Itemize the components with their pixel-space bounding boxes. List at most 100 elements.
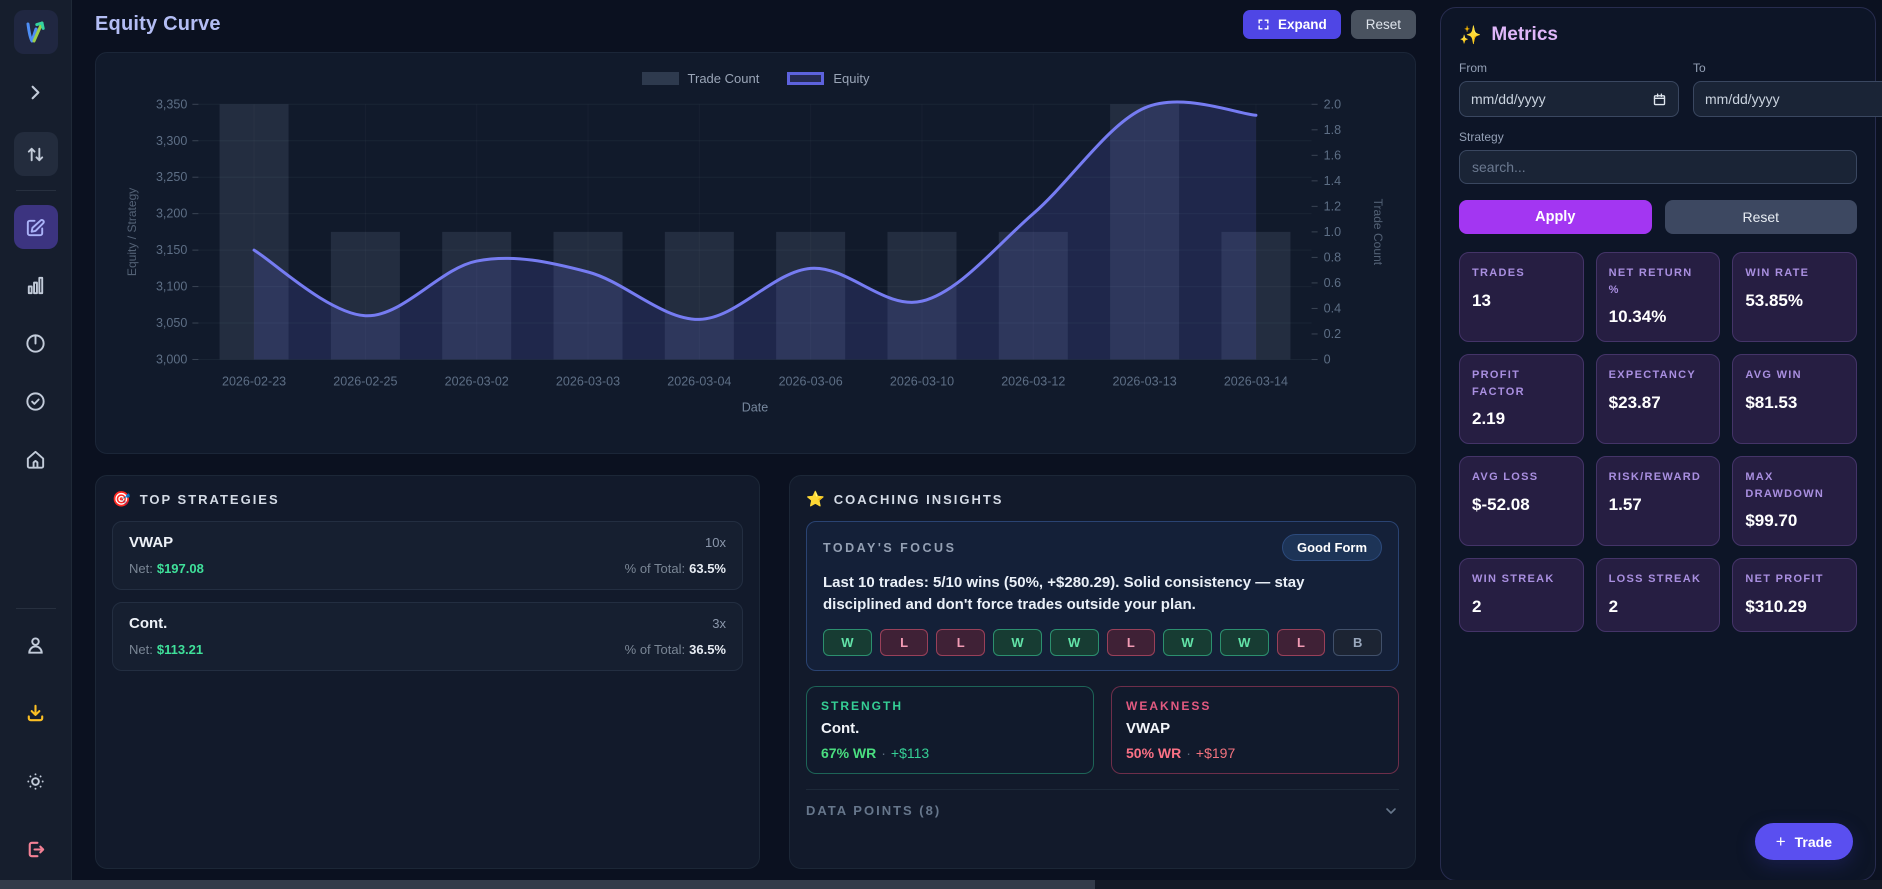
svg-text:2026-03-06: 2026-03-06 (779, 375, 843, 389)
app-logo (13, 10, 58, 54)
svg-text:1.8: 1.8 (1324, 123, 1341, 137)
expand-button-label: Expand (1277, 17, 1327, 32)
star-icon: ⭐ (806, 491, 825, 508)
horizontal-scrollbar[interactable] (0, 880, 1882, 889)
svg-text:0.4: 0.4 (1324, 301, 1341, 315)
sidebar-item-home[interactable] (14, 437, 58, 481)
sidebar-item-export[interactable] (14, 691, 58, 735)
trade-result-chip: W (823, 628, 872, 656)
sidebar-item-goals[interactable] (14, 379, 58, 423)
check-circle-icon (26, 391, 45, 411)
chevron-right-icon (31, 85, 40, 99)
add-trade-button[interactable]: + Trade (1754, 823, 1853, 860)
calendar-icon[interactable] (1652, 92, 1667, 107)
strength-label: STRENGTH (821, 698, 903, 713)
coaching-insights-title: COACHING INSIGHTS (833, 491, 1004, 507)
expand-button[interactable]: Expand (1242, 10, 1341, 39)
legend-item-equity[interactable]: Equity (787, 71, 869, 86)
trade-result-chip: W (1049, 628, 1099, 656)
svg-text:3,050: 3,050 (156, 316, 187, 330)
trade-result-chip: L (879, 628, 929, 656)
strength-box: STRENGTH Cont. 67% WR · +$113 (806, 685, 1094, 774)
strategy-item[interactable]: Cont. 3x Net: $113.21 % of Total: 36.5% (112, 602, 743, 671)
svg-text:Date: Date (742, 401, 769, 415)
strategy-item[interactable]: VWAP 10x Net: $197.08 % of Total: 63.5% (112, 521, 743, 590)
sidebar-item-allocation[interactable] (14, 321, 58, 365)
strength-strategy-name: Cont. (821, 719, 860, 737)
data-points-toggle[interactable]: DATA POINTS (8) (806, 788, 1399, 819)
sidebar-item-journal[interactable] (13, 205, 58, 249)
sidebar-item-trades[interactable] (13, 132, 58, 176)
svg-text:3,250: 3,250 (156, 170, 187, 184)
logout-button[interactable] (14, 827, 58, 871)
equity-curve-chart-panel: Trade Count Equity 3,350 3,300 3,250 3,200 3… (95, 52, 1416, 454)
legend-label: Equity (833, 71, 870, 86)
coaching-insights-panel: ⭐ COACHING INSIGHTS TODAY'S FOCUS Good F… (789, 475, 1416, 869)
metric-card: AVG LOSS $-52.08 (1459, 456, 1584, 546)
coaching-message: Last 10 trades: 5/10 wins (50%, +$280.29… (823, 574, 1305, 613)
main-content: Equity Curve Expand Reset Trade Count Eq… (72, 0, 1440, 889)
metric-grid: TRADES 13 NET RETURN % 10.34% WIN RATE 53.85%… (1459, 252, 1857, 632)
strategy-net: Net: $197.08 (129, 561, 204, 576)
equity-curve-chart[interactable]: 3,350 3,300 3,250 3,200 3,150 3,100 3,050 3,000… (110, 86, 1401, 428)
edit-icon (26, 218, 45, 236)
trade-result-chip: B (1333, 628, 1383, 656)
legend-item-trade-count[interactable]: Trade Count (641, 71, 759, 86)
metric-card: NET PROFIT $310.29 (1732, 558, 1857, 632)
user-icon (28, 636, 43, 654)
trade-result-chip: W (993, 628, 1042, 656)
filters-reset-button[interactable]: Reset (1664, 200, 1857, 234)
metric-value: 1.57 (1608, 494, 1642, 514)
weakness-win-rate: 50% WR (1126, 744, 1182, 761)
metric-value: $81.53 (1745, 392, 1798, 412)
svg-text:2026-03-10: 2026-03-10 (890, 375, 954, 389)
metric-label: AVG WIN (1745, 369, 1802, 381)
metric-value: $310.29 (1745, 596, 1807, 616)
metric-card: PROFIT FACTOR 2.19 (1459, 354, 1584, 444)
strength-net: +$113 (890, 744, 930, 761)
separator-dot: · (881, 744, 886, 761)
svg-text:3,350: 3,350 (156, 97, 187, 111)
strategy-pct: % of Total: 36.5% (624, 642, 726, 657)
strategy-search-input[interactable] (1459, 150, 1857, 184)
metric-value: $99.70 (1745, 511, 1798, 530)
metric-card: TRADES 13 (1459, 252, 1584, 342)
from-date-input[interactable] (1471, 91, 1652, 107)
strategy-name: Cont. (129, 615, 168, 632)
strategy-trade-count-badge: 3x (712, 616, 726, 631)
apply-button[interactable]: Apply (1459, 200, 1652, 234)
strength-win-rate: 67% WR (821, 744, 877, 761)
metric-label: LOSS STREAK (1608, 573, 1702, 585)
svg-text:1.0: 1.0 (1324, 225, 1341, 239)
logout-icon (28, 841, 45, 857)
metric-label: TRADES (1472, 267, 1526, 279)
scrollbar-thumb[interactable] (0, 880, 1095, 889)
trade-count-swatch (641, 72, 679, 85)
metric-card: WIN STREAK 2 (1459, 558, 1584, 632)
sidebar-item-profile[interactable] (14, 623, 58, 667)
expand-icon (1258, 19, 1269, 30)
metric-label: WIN RATE (1745, 267, 1810, 279)
bar-chart-icon (27, 276, 44, 294)
add-trade-label: Trade (1794, 833, 1832, 850)
metric-value: 2 (1608, 596, 1619, 616)
metrics-panel: ✨ Metrics From To (1440, 7, 1882, 881)
trade-result-chip: W (1163, 628, 1212, 656)
sidebar-collapse-button[interactable] (14, 70, 58, 114)
to-date-input[interactable] (1705, 91, 1882, 107)
chart-reset-button[interactable]: Reset (1350, 10, 1416, 39)
strategy-pct: % of Total: 63.5% (624, 561, 726, 576)
svg-text:3,300: 3,300 (156, 134, 187, 148)
metric-value: 2.19 (1472, 409, 1506, 428)
sidebar-item-analytics[interactable] (14, 263, 58, 307)
trade-result-chip: L (936, 628, 986, 656)
svg-text:3,150: 3,150 (156, 243, 187, 257)
trade-result-chip: L (1106, 628, 1156, 656)
todays-focus-title: TODAY'S FOCUS (823, 540, 957, 555)
svg-text:0: 0 (1324, 352, 1331, 366)
theme-toggle-button[interactable] (14, 759, 58, 803)
metric-value: 2 (1472, 596, 1482, 616)
to-label: To (1693, 61, 1706, 75)
metric-value: $23.87 (1608, 392, 1661, 412)
